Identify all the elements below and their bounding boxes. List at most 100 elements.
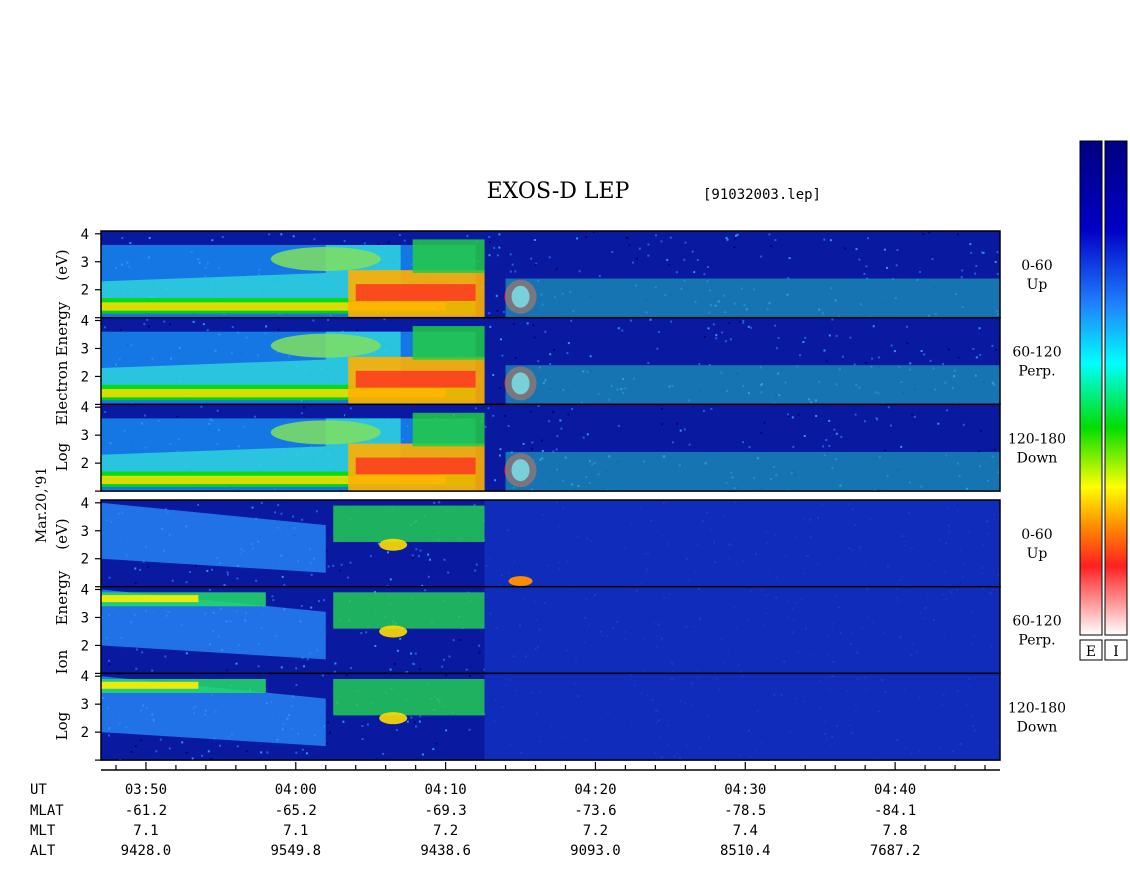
y-tick-label: 2: [81, 725, 89, 741]
orbit-cell-alt: 8510.4: [720, 843, 771, 859]
panel-angle-label: 60-120: [1012, 345, 1061, 361]
y-axis-label-word: Log: [53, 442, 71, 471]
orbit-cell-mlt: 7.1: [283, 823, 308, 839]
electron-low-energy-core: [101, 389, 446, 398]
ion-quiet-region: [484, 673, 1000, 760]
panel-direction-label: Up: [1027, 546, 1048, 562]
ion-high-energy-core: [101, 681, 199, 689]
electron-red-core: [355, 370, 476, 388]
colorbar-label-i: I: [1113, 644, 1119, 660]
colorbar-electron: E: [1079, 140, 1103, 661]
orbit-cell-ut: 04:30: [724, 782, 766, 798]
panel-angle-label: 120-180: [1008, 431, 1066, 447]
y-tick-label: 2: [81, 369, 89, 385]
ion-diffuse-region: [101, 589, 326, 660]
electron-low-energy-core: [101, 475, 446, 485]
orbit-cell-alt: 9438.6: [420, 843, 471, 859]
electron-burst-cap: [412, 412, 485, 447]
panel-direction-label: Down: [1017, 450, 1058, 466]
y-tick-label: 4: [81, 313, 89, 329]
orbit-row-label: MLAT: [30, 803, 64, 819]
orbit-cell-mlt: 7.2: [433, 823, 458, 839]
orbit-cell-alt: 9428.0: [121, 843, 172, 859]
ion-inverted-v-region: [333, 505, 485, 542]
panel-angle-label: 0-60: [1021, 527, 1052, 543]
y-tick-label: 4: [81, 400, 89, 416]
y-tick-label: 2: [81, 552, 89, 568]
ion-inverted-v-region: [333, 678, 485, 716]
orbit-cell-mlt: 7.2: [583, 823, 608, 839]
panel-angle-label: 120-180: [1008, 700, 1066, 716]
ion-small-blob: [508, 576, 533, 587]
y-axis-label-word: Energy: [53, 570, 71, 625]
electron-green-patch: [270, 246, 381, 271]
y-tick-label: 4: [81, 496, 89, 512]
orbit-cell-mlt: 7.8: [882, 823, 907, 839]
panel-direction-label: Perp.: [1018, 364, 1055, 380]
orbit-row-label: ALT: [30, 843, 56, 859]
ion-high-energy-core: [101, 595, 199, 603]
orbit-cell-mlat: -65.2: [275, 803, 317, 819]
panel-angle-label: 60-120: [1012, 614, 1061, 630]
electron-red-core: [355, 457, 476, 475]
electron-burst-cap: [412, 239, 485, 273]
date-label: Mar.20,'91: [34, 467, 50, 543]
y-tick-label: 2: [81, 456, 89, 472]
orbit-cell-alt: 9549.8: [270, 843, 321, 859]
electron-red-core: [355, 284, 476, 301]
ion-low-point: [379, 625, 408, 638]
ion-diffuse-region: [101, 502, 326, 573]
y-axis-label-word: Ion: [53, 649, 71, 674]
electron-green-patch: [270, 420, 381, 445]
y-axis-label-word: (eV): [53, 518, 71, 549]
y-axis-label-word: (eV): [53, 249, 71, 280]
y-tick-label: 2: [81, 638, 89, 654]
ion-quiet-region: [484, 500, 1000, 587]
panel-direction-label: Perp.: [1018, 633, 1055, 649]
electron-burst-cap: [412, 326, 485, 360]
y-tick-label: 3: [81, 341, 89, 357]
electron-panel-3: [101, 404, 1000, 491]
electron-late-band: [505, 451, 1000, 491]
orbit-cell-alt: 7687.2: [870, 843, 921, 859]
y-tick-label: 4: [81, 669, 89, 685]
electron-group: [100, 230, 1001, 492]
electron-late-band: [505, 365, 1000, 405]
ion-inverted-v-region: [333, 592, 485, 629]
panel-direction-label: Up: [1027, 277, 1048, 293]
y-tick-label: 3: [81, 610, 89, 626]
y-axis-label-word: Log: [53, 711, 71, 740]
panel-frame: [100, 403, 1001, 492]
ion-low-point: [379, 538, 408, 551]
ion-panel-3: [101, 673, 1000, 760]
orbit-cell-ut: 04:00: [275, 782, 317, 798]
y-tick-label: 4: [81, 582, 89, 598]
y-tick-label: 3: [81, 524, 89, 540]
orbit-cell-mlt: 7.4: [733, 823, 758, 839]
panel-frame: [100, 672, 1001, 761]
electron-panel-1: [101, 231, 1000, 320]
ion-diffuse-region: [101, 676, 326, 747]
ion-low-point: [379, 712, 408, 725]
y-tick-label: 3: [81, 255, 89, 271]
orbit-cell-mlat: -69.3: [425, 803, 467, 819]
ion-group: [100, 499, 1001, 761]
panel-angle-label: 0-60: [1021, 258, 1052, 274]
electron-panel-2: [101, 317, 1000, 406]
orbit-cell-ut: 03:50: [125, 782, 167, 798]
y-axis-label-word: Electron: [53, 360, 71, 425]
chart-title: EXOS-D LEP: [487, 179, 630, 204]
orbit-cell-mlat: -61.2: [125, 803, 167, 819]
y-tick-label: 3: [81, 428, 89, 444]
y-tick-label: 4: [81, 227, 89, 243]
electron-late-band: [505, 278, 1000, 318]
y-axis-label-word: Energy: [53, 301, 71, 356]
panel-direction-label: Down: [1017, 719, 1058, 735]
electron-low-energy-core: [101, 302, 446, 311]
orbit-cell-ut: 04:20: [574, 782, 616, 798]
file-label: [91032003.lep]: [703, 187, 821, 203]
orbit-cell-mlat: -84.1: [874, 803, 916, 819]
electron-green-patch: [270, 333, 381, 358]
orbit-cell-ut: 04:40: [874, 782, 916, 798]
